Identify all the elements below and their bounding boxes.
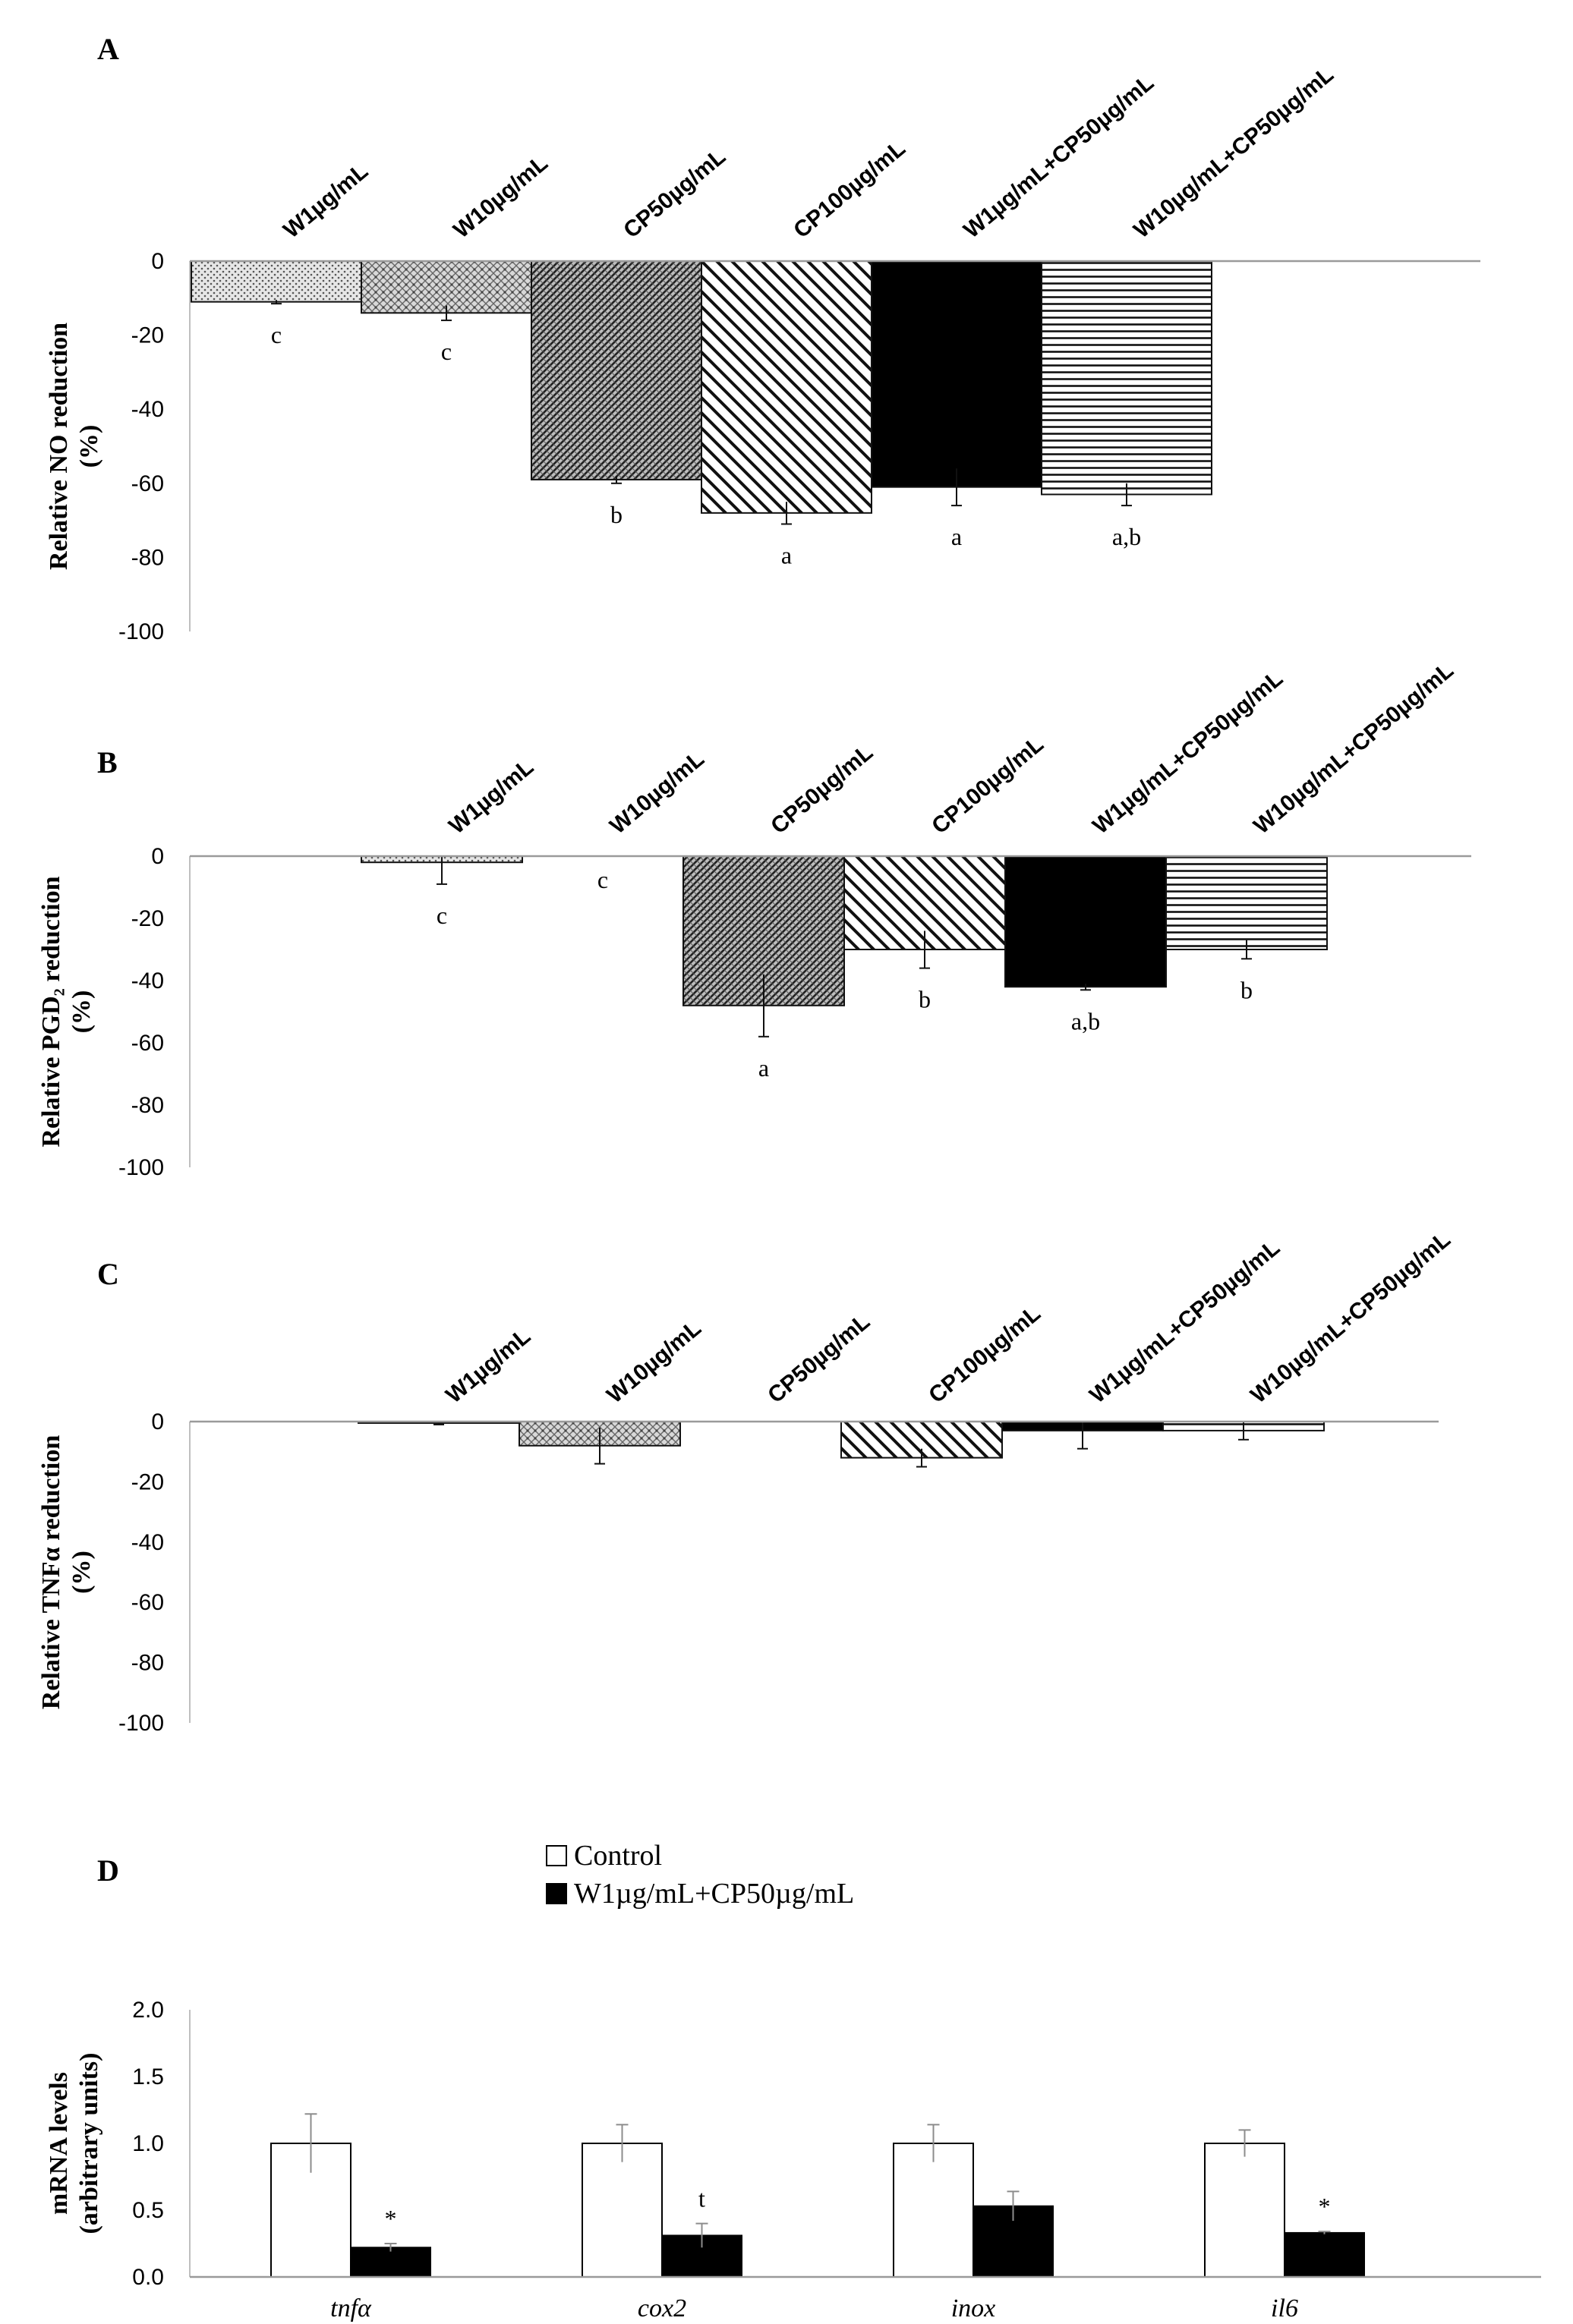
panel-letter-a: A [97, 32, 119, 66]
significance-letter: c [441, 338, 452, 365]
legend-label: W1µg/mL+CP50µg/mL [574, 1878, 854, 1910]
significance-letter: c [597, 866, 608, 893]
y-tick-label: 0 [151, 1409, 164, 1434]
chart-panel-c: 0 -20 -40 -60 -80 -100 Relative TNFα reduction… [37, 1227, 1455, 1736]
category-label: W1µg/mL [444, 754, 538, 839]
y-tick-label: -100 [118, 619, 164, 644]
x-category-label: cox2 [638, 2294, 686, 2322]
category-label: W10µg/mL [605, 746, 709, 839]
chart-panel-a: 0 -20 -40 -60 -80 -100 Relative NO reduction (%… [45, 62, 1480, 644]
category-label: CP50µg/mL [766, 740, 878, 839]
category-label: CP100µg/mL [927, 732, 1048, 839]
panel-letter-b: B [97, 745, 118, 779]
significance-letter: b [1240, 976, 1253, 1003]
y-tick-label: -40 [131, 397, 164, 422]
bar [893, 2143, 974, 2278]
bar [191, 260, 362, 303]
significance-mark: t [698, 2185, 705, 2212]
category-label: W10µg/mL [602, 1315, 706, 1408]
chart-panel-d: 2.0 1.5 1.0 0.5 0.0 mRNA levels (arbitrary uni… [45, 1840, 1541, 2322]
category-label: W10µg/mL+CP50µg/mL [1129, 62, 1338, 244]
y-tick-label: -60 [131, 1031, 164, 1056]
y-tick-label: 0 [151, 249, 164, 274]
y-tick-label: 0.5 [132, 2198, 164, 2223]
y-tick-label: -20 [131, 1469, 164, 1494]
y-tick-label: 0 [151, 844, 164, 869]
y-tick-label: -80 [131, 1093, 164, 1118]
panel-letter-c: C [97, 1257, 119, 1291]
bar [701, 260, 872, 514]
y-axis-title: Relative TNFα reduction [37, 1435, 65, 1710]
significance-letter: a,b [1112, 523, 1141, 550]
bar [871, 260, 1042, 488]
significance-mark: * [1319, 2193, 1331, 2220]
y-axis-title: (%) [75, 425, 103, 468]
y-axis-title: (arbitrary units) [75, 2053, 103, 2234]
y-tick-label: -60 [131, 471, 164, 496]
y-tick-label: -80 [131, 1651, 164, 1676]
legend-label: Control [574, 1840, 662, 1872]
significance-mark: * [385, 2205, 397, 2232]
category-label: CP100µg/mL [789, 136, 910, 243]
y-tick-label: -40 [131, 968, 164, 994]
x-category-label: inox [951, 2294, 996, 2322]
y-axis-title: (%) [68, 990, 96, 1034]
category-label: W10µg/mL [449, 150, 553, 243]
bar [1004, 855, 1167, 988]
y-axis-title: Relative NO reduction [45, 323, 73, 570]
category-label: CP50µg/mL [763, 1309, 875, 1409]
legend-swatch [546, 1883, 567, 1904]
significance-letter: a [758, 1054, 769, 1082]
y-tick-label: -60 [131, 1590, 164, 1615]
y-tick-label: 1.0 [132, 2131, 164, 2156]
panel-letter-d: D [97, 1853, 119, 1888]
significance-letter: a [951, 523, 962, 550]
y-tick-label: -40 [131, 1530, 164, 1555]
significance-letter: c [271, 321, 282, 348]
y-tick-label: -20 [131, 323, 164, 348]
y-tick-label: -100 [118, 1711, 164, 1736]
bar [361, 260, 532, 314]
y-tick-label: 0.0 [132, 2265, 164, 2290]
bar [1204, 2143, 1285, 2278]
bar [582, 2143, 663, 2278]
y-axis-title: mRNA levels [45, 2072, 73, 2215]
bar [1165, 855, 1328, 950]
significance-letter: b [919, 986, 931, 1013]
legend-swatch [546, 1845, 567, 1866]
significance-letter: a,b [1071, 1007, 1100, 1034]
category-label: CP100µg/mL [924, 1301, 1045, 1408]
significance-letter: c [437, 902, 447, 929]
category-label: CP50µg/mL [619, 144, 730, 244]
x-category-label: tnfα [330, 2294, 372, 2322]
significance-letter: b [610, 501, 623, 528]
chart-panel-b: 0 -20 -40 -60 -80 -100 Relative PGD₂ reduction… [37, 658, 1471, 1180]
y-axis-title: Relative PGD₂ reduction [37, 876, 65, 1147]
y-axis-title: (%) [68, 1551, 96, 1594]
bar [350, 2247, 431, 2278]
y-tick-label: -20 [131, 906, 164, 931]
x-category-label: il6 [1271, 2294, 1298, 2322]
bar [1284, 2231, 1365, 2278]
y-tick-label: 2.0 [132, 1998, 164, 2023]
y-tick-label: -80 [131, 545, 164, 570]
category-label: W1µg/mL [441, 1324, 535, 1408]
y-tick-label: -100 [118, 1155, 164, 1180]
y-tick-label: 1.5 [132, 2064, 164, 2089]
bar [1041, 260, 1212, 496]
category-label: W1µg/mL [279, 159, 373, 243]
category-label: W1µg/mL+CP50µg/mL [959, 70, 1158, 243]
significance-letter: a [781, 541, 792, 568]
bar [531, 260, 702, 480]
